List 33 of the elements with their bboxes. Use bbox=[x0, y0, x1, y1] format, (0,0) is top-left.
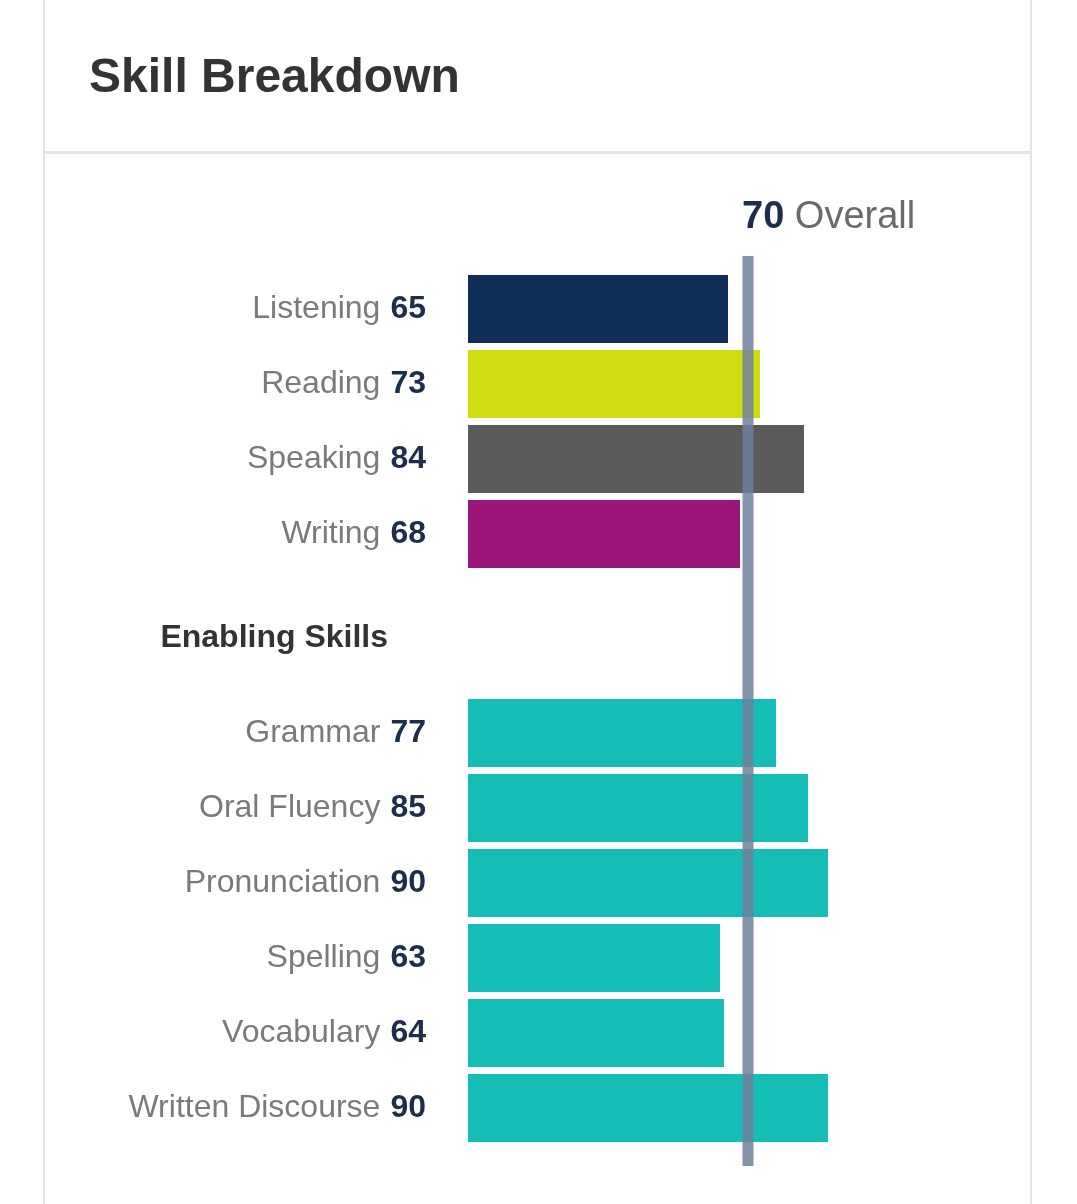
category-label: Speaking bbox=[246, 438, 381, 475]
category-label: Grammar bbox=[245, 712, 381, 749]
data-label: 77 bbox=[390, 712, 426, 749]
bar bbox=[468, 425, 804, 493]
ref-line-label: 70 Overall bbox=[742, 194, 916, 237]
category-label: Writing bbox=[281, 513, 381, 550]
bar bbox=[468, 500, 740, 568]
category-label: Reading bbox=[261, 363, 381, 400]
chart-title: Enabling Skills bbox=[160, 617, 388, 654]
bar bbox=[468, 1074, 828, 1142]
bar bbox=[468, 275, 728, 343]
category-label: Listening bbox=[252, 288, 381, 325]
chart-title: Skill Breakdown bbox=[89, 48, 460, 103]
data-label: 64 bbox=[390, 1012, 427, 1049]
data-label: 63 bbox=[390, 937, 426, 974]
bar bbox=[468, 924, 720, 992]
bar bbox=[468, 849, 828, 917]
category-label: Oral Fluency bbox=[199, 787, 381, 824]
data-label: 90 bbox=[390, 862, 426, 899]
bar bbox=[468, 350, 760, 418]
category-label: Spelling bbox=[266, 937, 381, 974]
category-label: Written Discourse bbox=[128, 1087, 381, 1124]
bar bbox=[468, 999, 724, 1067]
data-label: 84 bbox=[390, 438, 427, 475]
category-label: Vocabulary bbox=[222, 1012, 381, 1049]
bar bbox=[468, 774, 808, 842]
bar bbox=[468, 699, 776, 767]
data-label: 90 bbox=[390, 1087, 426, 1124]
data-label: 65 bbox=[390, 288, 426, 325]
category-label: Pronunciation bbox=[184, 862, 381, 899]
data-label: 73 bbox=[390, 363, 426, 400]
data-label: 85 bbox=[390, 787, 426, 824]
data-label: 68 bbox=[390, 513, 426, 550]
